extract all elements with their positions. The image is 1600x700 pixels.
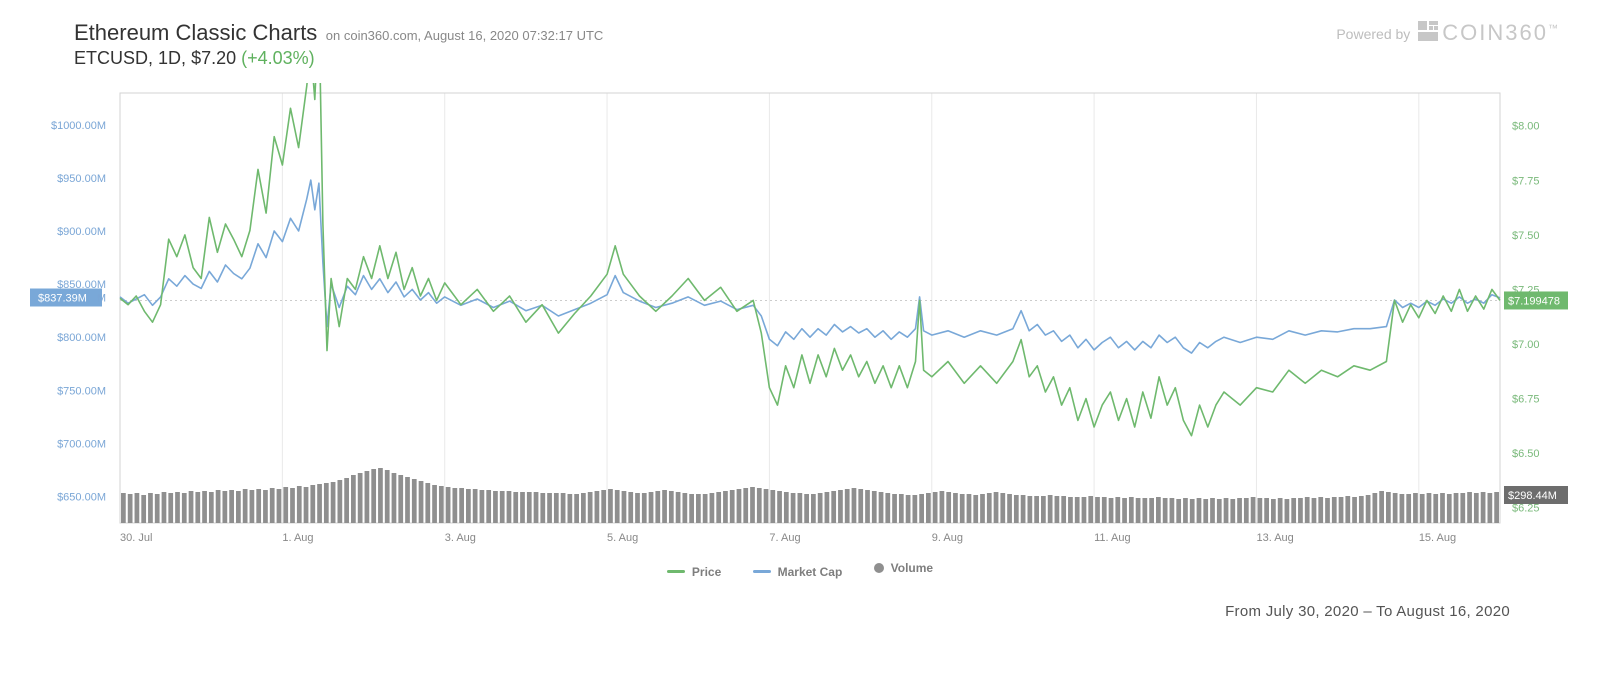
legend-item-price: Price [667,565,721,579]
svg-text:30. Jul: 30. Jul [120,532,152,544]
svg-text:$7.50: $7.50 [1512,230,1540,242]
svg-text:11. Aug: 11. Aug [1094,532,1131,544]
volume-swatch [874,563,884,573]
change-label: (+4.03%) [241,48,315,68]
marketcap-swatch [753,570,771,573]
chart-area[interactable]: $650.00M$700.00M$750.00M$800.00M$850.00M… [30,83,1570,553]
svg-text:$6.50: $6.50 [1512,448,1540,460]
title-block: Ethereum Classic Charts on coin360.com, … [74,20,603,69]
pair-label: ETCUSD [74,48,148,68]
svg-text:$800.00M: $800.00M [57,332,106,344]
legend-label-price: Price [692,565,721,579]
page-title: Ethereum Classic Charts [74,20,317,45]
header-row: Ethereum Classic Charts on coin360.com, … [30,20,1570,73]
page-subtitle: on coin360.com, August 16, 2020 07:32:17… [326,28,604,43]
svg-text:$6.75: $6.75 [1512,394,1540,406]
svg-text:$750.00M: $750.00M [57,385,106,397]
svg-text:$900.00M: $900.00M [57,226,106,238]
svg-text:$950.00M: $950.00M [57,173,106,185]
legend-label-volume: Volume [891,561,933,575]
chart-container: Ethereum Classic Charts on coin360.com, … [0,0,1600,700]
svg-text:7. Aug: 7. Aug [769,532,800,544]
svg-text:$7.75: $7.75 [1512,175,1540,187]
svg-text:$298.44M: $298.44M [1508,490,1557,502]
interval-label: 1D [158,48,181,68]
svg-text:$8.00: $8.00 [1512,121,1540,133]
legend-item-marketcap: Market Cap [753,565,843,579]
price-swatch [667,570,685,573]
svg-text:$700.00M: $700.00M [57,438,106,450]
chart-svg: $650.00M$700.00M$750.00M$800.00M$850.00M… [30,83,1570,553]
logo-icon [1418,21,1438,47]
ticker-line: ETCUSD, 1D, $7.20 (+4.03%) [74,48,603,69]
svg-text:9. Aug: 9. Aug [932,532,963,544]
svg-text:$650.00M: $650.00M [57,491,106,503]
price-label: $7.20 [191,48,236,68]
legend: Price Market Cap Volume [30,561,1570,579]
legend-item-volume: Volume [874,561,933,575]
legend-label-marketcap: Market Cap [778,565,843,579]
svg-text:M: M [97,292,106,304]
svg-text:3. Aug: 3. Aug [445,532,476,544]
brand-logo: COIN360™ [1418,20,1560,47]
svg-text:$6.25: $6.25 [1512,503,1540,515]
title-line: Ethereum Classic Charts on coin360.com, … [74,20,603,46]
svg-text:13. Aug: 13. Aug [1256,532,1293,544]
powered-by: Powered by COIN360™ [1336,20,1560,47]
svg-text:$1000.00M: $1000.00M [51,120,106,132]
svg-text:$7.199478: $7.199478 [1508,295,1560,307]
svg-text:15. Aug: 15. Aug [1419,532,1456,544]
footer-date-range: From July 30, 2020 – To August 16, 2020 [30,603,1570,620]
svg-text:1. Aug: 1. Aug [282,532,313,544]
powered-by-label: Powered by [1336,26,1410,42]
svg-text:5. Aug: 5. Aug [607,532,638,544]
svg-text:$7.00: $7.00 [1512,339,1540,351]
svg-text:$837.39M: $837.39M [38,292,87,304]
